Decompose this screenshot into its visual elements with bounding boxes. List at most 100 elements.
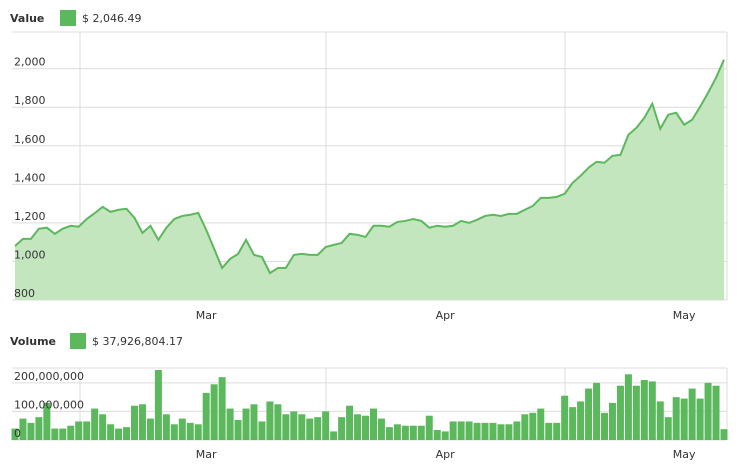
bar [346,405,354,440]
bar [672,397,680,440]
area-fill [15,59,724,300]
bar [194,424,202,440]
bar [298,414,306,440]
bar [393,424,401,440]
bar [178,418,186,440]
bar [696,398,704,440]
y-tick-label: 1,800 [14,94,46,107]
bar [170,424,178,440]
bar [330,431,338,440]
bar [210,384,218,440]
x-tick-label: May [673,448,696,461]
bar [11,428,19,440]
bar [59,428,67,440]
bar [441,431,449,440]
bar [266,401,274,440]
legend-value: $ 37,926,804.17 [92,335,183,348]
bar [553,422,561,440]
bar [202,392,210,440]
bar [497,424,505,440]
bar [632,385,640,440]
bar [162,414,170,440]
bar [290,411,298,440]
bar [608,402,616,440]
bar [27,422,35,440]
bar [593,382,601,440]
bar [425,415,433,440]
bar [465,421,473,440]
bar [258,421,266,440]
bar [91,408,99,440]
y-tick-label: 100,000,000 [14,398,84,411]
bar [282,414,290,440]
bar [354,414,362,440]
bar [314,417,322,440]
bar [138,404,146,440]
chart-title: Value [10,12,44,25]
bar [218,377,226,440]
bar [664,417,672,440]
y-tick-label: 2,000 [14,56,46,69]
bar [115,428,123,440]
legend-swatch [70,333,86,349]
y-tick-label: 1,600 [14,133,46,146]
y-tick-label: 800 [14,287,35,300]
bar [51,428,59,440]
bar [338,417,346,440]
x-tick-label: Mar [196,309,217,322]
x-tick-label: May [673,309,696,322]
bar [433,430,441,440]
bar [99,414,107,440]
bar [35,417,43,440]
bar [67,425,75,440]
bar [521,414,529,440]
y-tick-label: 0 [14,427,21,440]
bar [545,422,553,440]
bar [107,424,115,440]
bar [43,402,51,440]
y-tick-label: 1,000 [14,248,46,261]
bar [274,404,282,440]
bar [489,422,497,440]
y-tick-label: 200,000,000 [14,370,84,383]
bar [640,380,648,440]
bar [75,421,83,440]
bar [457,421,465,440]
chart-title: Volume [10,335,56,348]
bar [83,421,91,440]
bar [505,424,513,440]
bar [234,420,242,440]
bar [616,385,624,440]
bar [377,418,385,440]
bar [688,388,696,440]
bar [513,421,521,440]
bar [481,422,489,440]
bar [680,398,688,440]
bar [146,418,154,440]
legend-swatch [60,10,76,26]
bar [624,374,632,440]
x-tick-label: Mar [196,448,217,461]
bar [322,411,330,440]
bar [720,429,728,440]
bar [529,412,537,440]
bar [473,422,481,440]
x-tick-label: Apr [436,309,456,322]
bar [656,401,664,440]
legend-value: $ 2,046.49 [82,12,141,25]
bar [369,408,377,440]
bar [226,408,234,440]
value-line [14,59,725,275]
bar [409,425,417,440]
bar [19,418,27,440]
bar [401,425,409,440]
y-tick-label: 1,400 [14,171,46,184]
bar [306,418,314,440]
x-tick-label: Apr [436,448,456,461]
bar [537,408,545,440]
bar [362,415,370,440]
bar [123,427,131,440]
bar [186,422,194,440]
bar [417,425,425,440]
